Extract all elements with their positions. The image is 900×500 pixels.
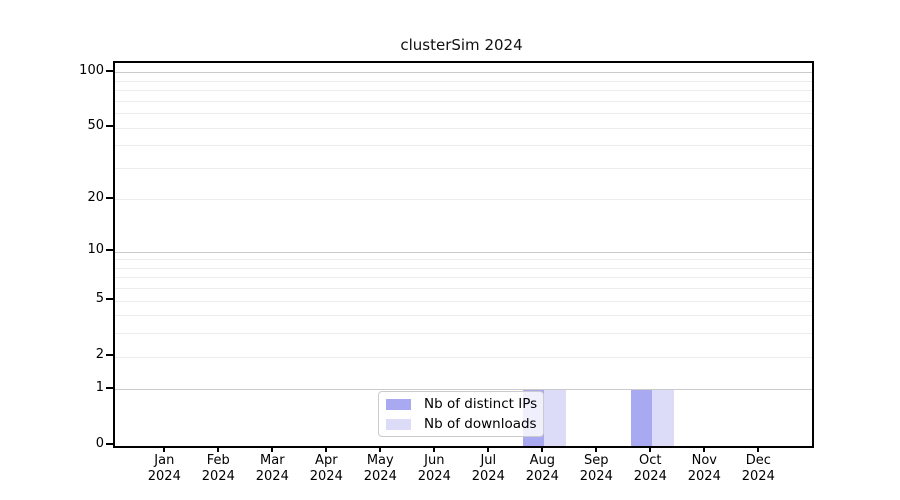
x-tick-label: Jun 2024 xyxy=(417,453,451,484)
y-tick-label: 10 xyxy=(87,242,104,258)
minor-gridline xyxy=(115,288,812,290)
x-tick-label: Nov 2024 xyxy=(687,453,721,484)
major-gridline xyxy=(115,389,812,391)
x-tick-mark xyxy=(649,446,652,452)
minor-gridline xyxy=(115,113,812,115)
minor-gridline xyxy=(115,356,812,358)
major-gridline xyxy=(115,72,812,74)
y-tick-mark xyxy=(106,125,113,128)
x-tick-mark xyxy=(163,446,166,452)
x-tick-mark xyxy=(487,446,490,452)
x-tick-mark xyxy=(595,446,598,452)
y-tick-mark xyxy=(106,354,113,357)
x-tick-mark xyxy=(217,446,220,452)
minor-gridline xyxy=(115,267,812,269)
legend-label-distinct-ips: Nb of distinct IPs xyxy=(424,396,538,412)
x-tick-label: Aug 2024 xyxy=(525,453,559,484)
x-tick-mark xyxy=(271,446,274,452)
minor-gridline xyxy=(115,167,812,169)
bar-downloads xyxy=(652,389,674,446)
minor-gridline xyxy=(115,300,812,302)
bar-distinct-ips xyxy=(630,389,653,446)
minor-gridline xyxy=(115,259,812,261)
minor-gridline xyxy=(115,90,812,92)
bar-downloads xyxy=(544,389,566,446)
y-tick-label: 5 xyxy=(95,291,104,307)
x-tick-mark xyxy=(325,446,328,452)
y-tick-label: 100 xyxy=(79,62,104,78)
major-gridline xyxy=(115,251,812,253)
x-tick-label: Feb 2024 xyxy=(201,453,235,484)
legend-swatch-downloads xyxy=(386,418,411,430)
legend-swatch-distinct-ips xyxy=(386,398,411,410)
y-tick-mark xyxy=(106,443,113,445)
x-tick-mark xyxy=(703,446,706,452)
legend-item-downloads: Nb of downloads xyxy=(386,416,543,432)
minor-gridline xyxy=(115,80,812,82)
y-tick-label: 20 xyxy=(87,189,104,205)
chart-title: clusterSim 2024 xyxy=(400,36,523,54)
y-tick-mark xyxy=(106,196,113,199)
legend-label-downloads: Nb of downloads xyxy=(424,416,537,432)
x-tick-label: Apr 2024 xyxy=(309,453,343,484)
x-tick-label: Jan 2024 xyxy=(147,453,181,484)
x-tick-label: Oct 2024 xyxy=(633,453,667,484)
x-tick-label: Jul 2024 xyxy=(471,453,505,484)
y-tick-mark xyxy=(106,249,113,252)
minor-gridline xyxy=(115,127,812,129)
y-tick-mark xyxy=(106,298,113,301)
y-tick-label: 2 xyxy=(95,347,104,363)
legend-item-distinct-ips: Nb of distinct IPs xyxy=(386,396,543,412)
x-tick-label: May 2024 xyxy=(363,453,397,484)
x-tick-label: Mar 2024 xyxy=(255,453,289,484)
x-tick-mark xyxy=(757,446,760,452)
y-tick-mark xyxy=(106,69,113,72)
y-tick-label: 0 xyxy=(95,436,104,451)
y-tick-label: 50 xyxy=(87,118,104,134)
x-tick-mark xyxy=(379,446,382,452)
plot-area xyxy=(113,61,814,448)
y-tick-label: 1 xyxy=(95,379,104,395)
y-tick-mark xyxy=(106,386,113,389)
legend: Nb of distinct IPs Nb of downloads xyxy=(378,391,544,437)
minor-gridline xyxy=(115,333,812,335)
x-tick-label: Sep 2024 xyxy=(579,453,613,484)
minor-gridline xyxy=(115,100,812,102)
minor-gridline xyxy=(115,277,812,279)
minor-gridline xyxy=(115,315,812,317)
x-tick-mark xyxy=(541,446,544,452)
minor-gridline xyxy=(115,199,812,201)
minor-gridline xyxy=(115,145,812,147)
x-tick-label: Dec 2024 xyxy=(741,453,775,484)
x-tick-mark xyxy=(433,446,436,452)
